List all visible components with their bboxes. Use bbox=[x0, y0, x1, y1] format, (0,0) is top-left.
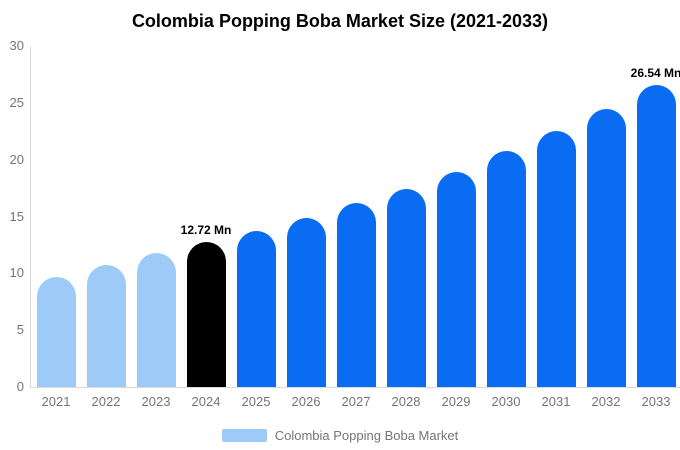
x-axis-tick-label-2030: 2030 bbox=[491, 394, 521, 409]
x-axis-tick-label-2023: 2023 bbox=[141, 394, 171, 409]
x-axis-tick-label-2024: 2024 bbox=[191, 394, 221, 409]
bar-2021[interactable] bbox=[36, 276, 76, 387]
bar-2032[interactable] bbox=[586, 108, 626, 387]
bar-2030[interactable] bbox=[486, 150, 526, 387]
y-axis-tick-label: 0 bbox=[16, 379, 24, 394]
bar-2025[interactable] bbox=[236, 231, 276, 387]
x-axis-tick-label-2033: 2033 bbox=[641, 394, 671, 409]
bar-2028[interactable] bbox=[386, 189, 426, 387]
x-axis-tick-label-2022: 2022 bbox=[91, 394, 121, 409]
x-axis-tick-label-2028: 2028 bbox=[391, 394, 421, 409]
bar-2023[interactable] bbox=[136, 252, 176, 387]
legend[interactable]: Colombia Popping Boba Market bbox=[0, 428, 680, 443]
y-axis-tick-label: 20 bbox=[9, 151, 24, 167]
bar-2026[interactable] bbox=[286, 217, 326, 387]
legend-swatch[interactable] bbox=[221, 429, 267, 442]
bar-2033[interactable] bbox=[636, 85, 676, 387]
x-axis-tick-label-2029: 2029 bbox=[441, 394, 471, 409]
plot-area: 2021 2022 2023 12.72 Mn 2024 2025 2026 2027 2028… bbox=[30, 46, 680, 409]
y-axis-tick-label: 5 bbox=[16, 322, 24, 338]
x-axis-tick-label-2021: 2021 bbox=[41, 394, 71, 409]
y-axis-tick-label: 10 bbox=[9, 265, 24, 281]
chart-title: Colombia Popping Boba Market Size (2021-… bbox=[131, 11, 549, 31]
y-axis-tick-label: 25 bbox=[9, 94, 24, 110]
x-axis-tick-label-2032: 2032 bbox=[591, 394, 621, 409]
y-axis-tick-label: 30 bbox=[9, 38, 24, 53]
x-axis-tick-label-2025: 2025 bbox=[241, 394, 271, 409]
x-axis-tick-label-2031: 2031 bbox=[541, 394, 571, 409]
bar-2022[interactable] bbox=[86, 265, 126, 387]
bar-2031[interactable] bbox=[536, 131, 576, 387]
bar-2029[interactable] bbox=[436, 172, 476, 387]
bar-2027[interactable] bbox=[336, 202, 376, 387]
data-label-2024: 12.72 Mn bbox=[180, 223, 232, 238]
x-axis-tick-label-2027: 2027 bbox=[341, 394, 371, 409]
data-label-2033: 26.54 Mn bbox=[630, 66, 680, 81]
y-axis-tick-label: 15 bbox=[9, 208, 24, 224]
legend-label[interactable]: Colombia Popping Boba Market bbox=[274, 428, 459, 443]
x-axis-tick-label-2026: 2026 bbox=[291, 394, 321, 409]
bar-2024[interactable] bbox=[186, 242, 226, 387]
